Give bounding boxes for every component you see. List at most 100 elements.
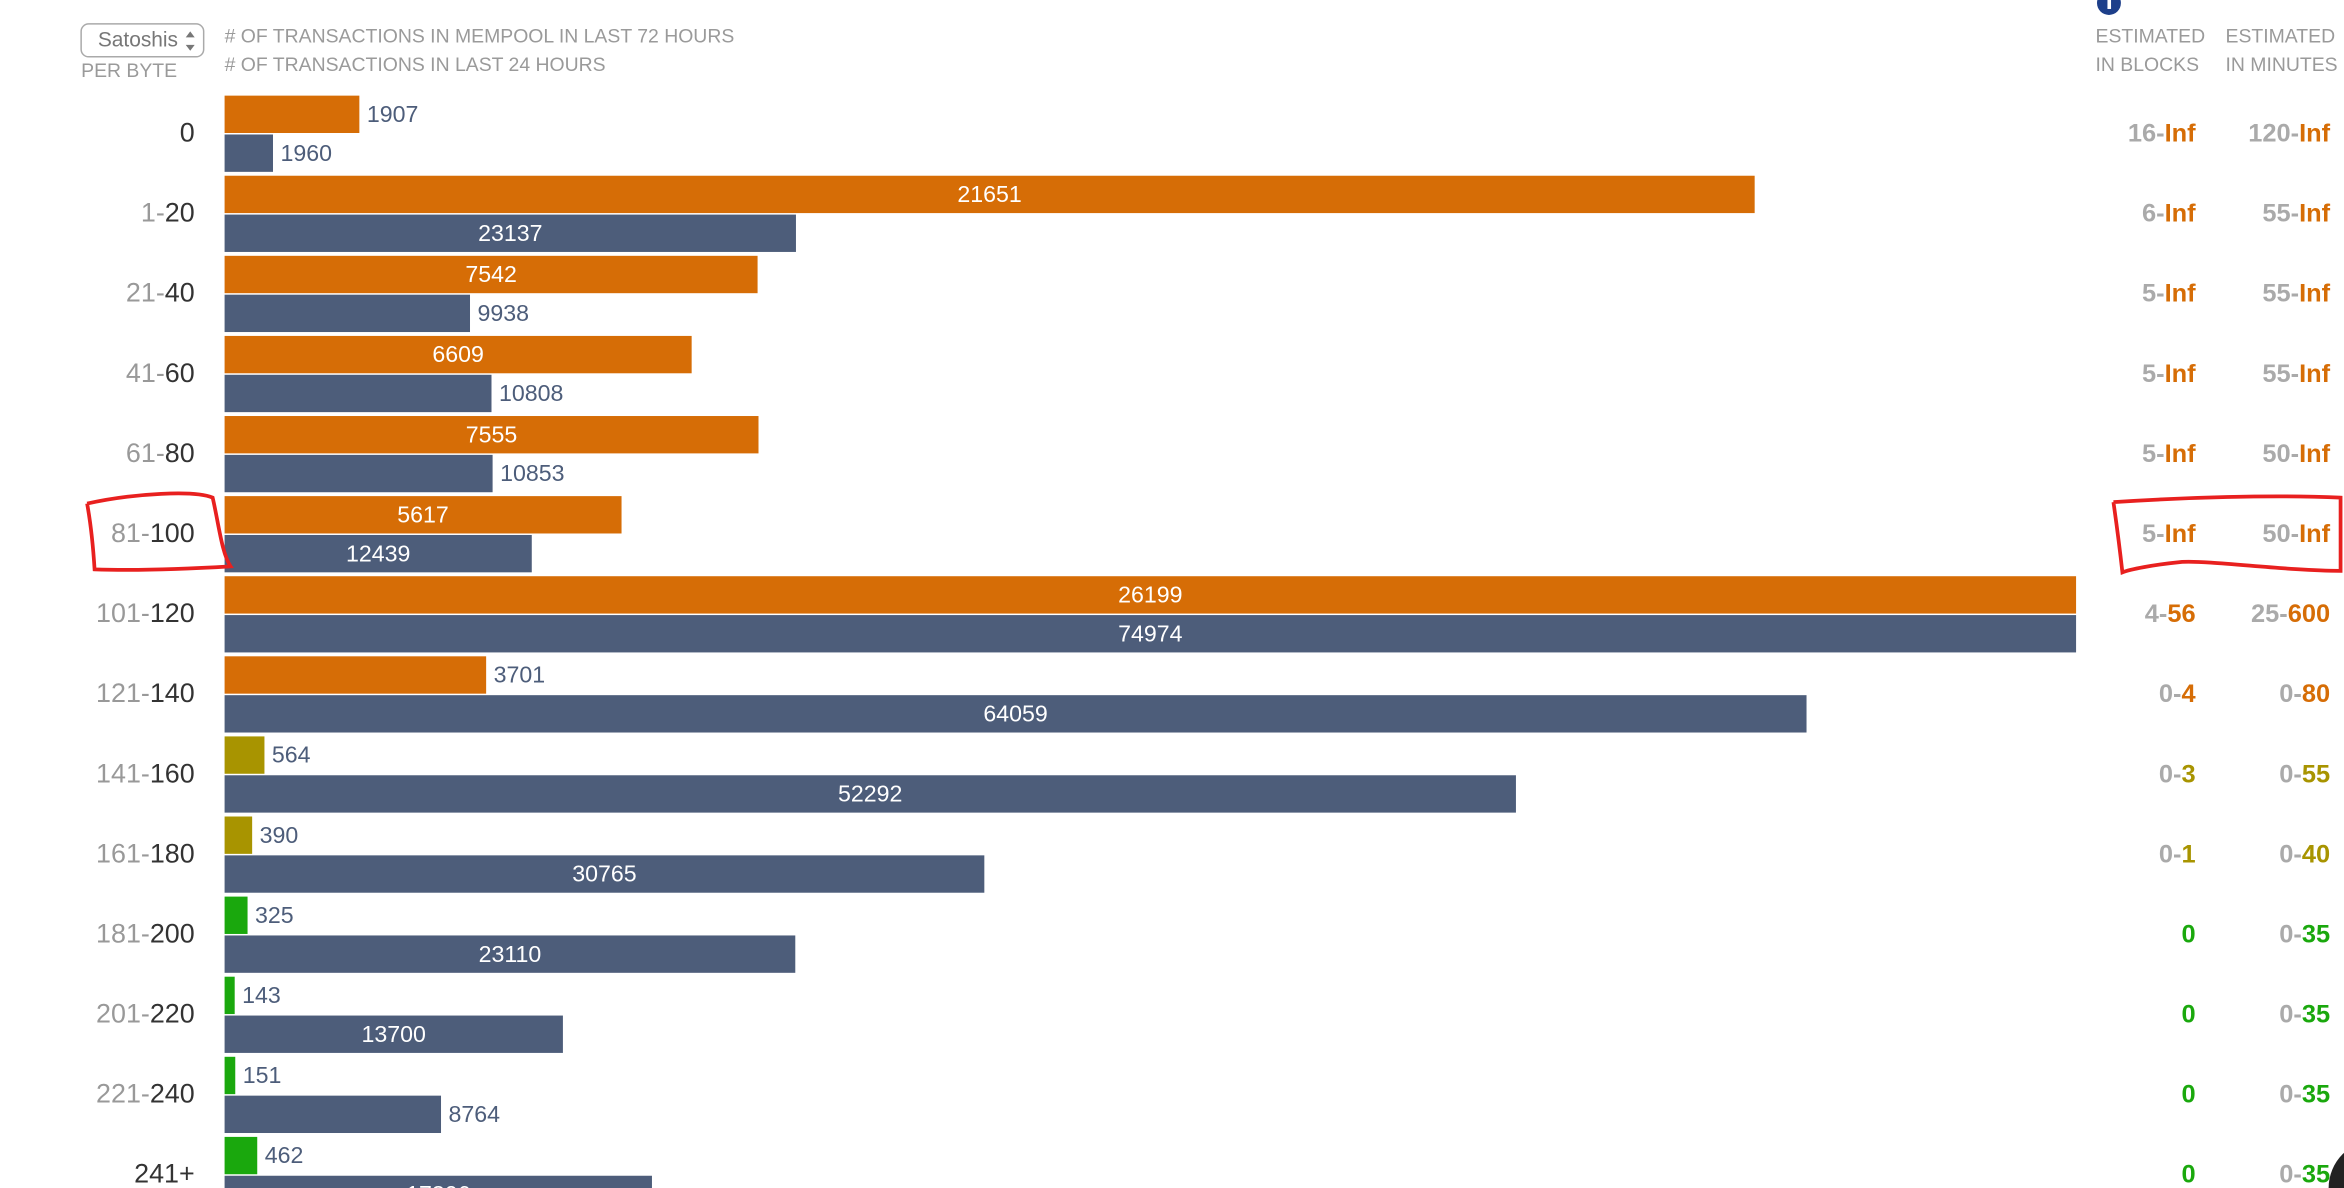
info-glyph[interactable] [2107, 0, 2112, 9]
range-text: 0 [2181, 920, 2195, 948]
range-low: 0 [2279, 1160, 2293, 1188]
range-separator: - [2156, 119, 2164, 147]
range-low: 21 [126, 278, 156, 308]
range-high: 35 [2302, 1160, 2330, 1188]
bar-value: 12439 [346, 540, 410, 566]
bar [224, 976, 235, 1015]
bar [224, 695, 1807, 733]
range-low: 120 [2248, 119, 2290, 147]
blocks-heading: ESTIMATED [2096, 25, 2206, 47]
range-separator: - [2291, 520, 2299, 548]
select-text[interactable]: Satoshis [98, 29, 178, 52]
minutes-heading: ESTIMATED [2226, 25, 2336, 47]
range-text: 201-220 [96, 999, 195, 1029]
range-low: 55 [2262, 359, 2290, 387]
bar [224, 416, 759, 454]
range-text: 0-40 [2279, 840, 2330, 868]
range-high: 0 [180, 118, 195, 148]
info-icon[interactable] [2096, 0, 2121, 15]
range-text: 221-240 [96, 1079, 195, 1109]
range-separator: - [2293, 680, 2301, 708]
range-high: 60 [165, 358, 195, 388]
range-high: Inf [2299, 520, 2331, 548]
range-high: 20 [165, 198, 195, 228]
range-separator: - [2291, 119, 2299, 147]
range-high: 600 [2288, 600, 2330, 628]
range-separator: - [2279, 600, 2287, 628]
range-text: 55-Inf [2262, 199, 2330, 227]
range-separator: - [2173, 680, 2181, 708]
bar-value: 564 [272, 742, 311, 768]
range-low: 5 [2142, 359, 2156, 387]
range-high: 3 [2181, 760, 2195, 788]
range-low: 0 [2279, 760, 2293, 788]
bar [224, 294, 471, 333]
range-low: 221 [96, 1079, 141, 1109]
bar [224, 1015, 563, 1053]
unit-select[interactable]: Satoshis [80, 23, 205, 58]
bar-value: 6609 [432, 341, 484, 367]
range-separator: - [141, 838, 150, 868]
range-text: 5-Inf [2142, 440, 2196, 468]
range-high: 55 [2302, 760, 2330, 788]
range-high: 4 [2181, 680, 2195, 708]
range-low: 5 [2142, 279, 2156, 307]
bar-value: 10808 [499, 380, 563, 406]
range-high: 0 [2181, 920, 2195, 948]
range-high: 80 [2302, 680, 2330, 708]
range-low: 5 [2142, 520, 2156, 548]
range-text: 25-600 [2251, 600, 2330, 628]
bar [224, 214, 796, 252]
legend-last24: # OF TRANSACTIONS IN LAST 24 HOURS [225, 54, 606, 76]
range-high: 35 [2302, 1000, 2330, 1028]
range-low: 101 [96, 598, 141, 628]
bar [224, 335, 692, 374]
range-text: 0-35 [2279, 1080, 2330, 1108]
bar [224, 615, 2077, 653]
range-separator: - [2159, 600, 2167, 628]
range-text: 161-180 [96, 838, 195, 868]
range-separator: - [156, 198, 165, 228]
bar-value: 30765 [572, 861, 636, 887]
range-high: Inf [2299, 359, 2331, 387]
legend-mempool: # OF TRANSACTIONS IN MEMPOOL IN LAST 72 … [225, 25, 735, 47]
range-low: 61 [126, 438, 156, 468]
bar [224, 1056, 236, 1095]
range-high: 1 [2181, 840, 2195, 868]
range-low: 81 [111, 518, 141, 548]
range-high: Inf [2165, 520, 2197, 548]
range-text: 0 [2181, 1000, 2195, 1028]
bar-value: 151 [243, 1062, 282, 1088]
range-low: 55 [2262, 199, 2290, 227]
range-separator: - [2293, 1080, 2301, 1108]
select-box[interactable] [80, 23, 205, 58]
range-separator: - [156, 358, 165, 388]
bar-value: 9938 [477, 300, 529, 326]
range-low: 161 [96, 838, 141, 868]
range-text: 120-Inf [2248, 119, 2330, 147]
range-separator: - [2173, 840, 2181, 868]
range-text: 0-35 [2279, 1160, 2330, 1188]
bar [224, 576, 2077, 614]
bar-value: 52292 [838, 781, 902, 807]
range-low: 0 [2279, 680, 2293, 708]
range-separator: - [2291, 279, 2299, 307]
range-high: 0 [2181, 1080, 2195, 1108]
range-text: 0-3 [2159, 760, 2196, 788]
range-text: 101-120 [96, 598, 195, 628]
range-text: 55-Inf [2262, 279, 2330, 307]
range-separator: - [2156, 359, 2164, 387]
range-high: Inf [2299, 440, 2331, 468]
range-separator: - [2156, 440, 2164, 468]
bar-value: 462 [265, 1142, 304, 1168]
range-high: Inf [2165, 119, 2197, 147]
bar-value: 8764 [448, 1101, 500, 1127]
bar [224, 1175, 652, 1188]
range-low: 50 [2262, 440, 2290, 468]
overlay-button[interactable] [2328, 1140, 2344, 1188]
range-separator: - [156, 278, 165, 308]
select-arrows[interactable] [185, 31, 195, 51]
range-text: 0-1 [2159, 840, 2196, 868]
range-low: 41 [126, 358, 156, 388]
